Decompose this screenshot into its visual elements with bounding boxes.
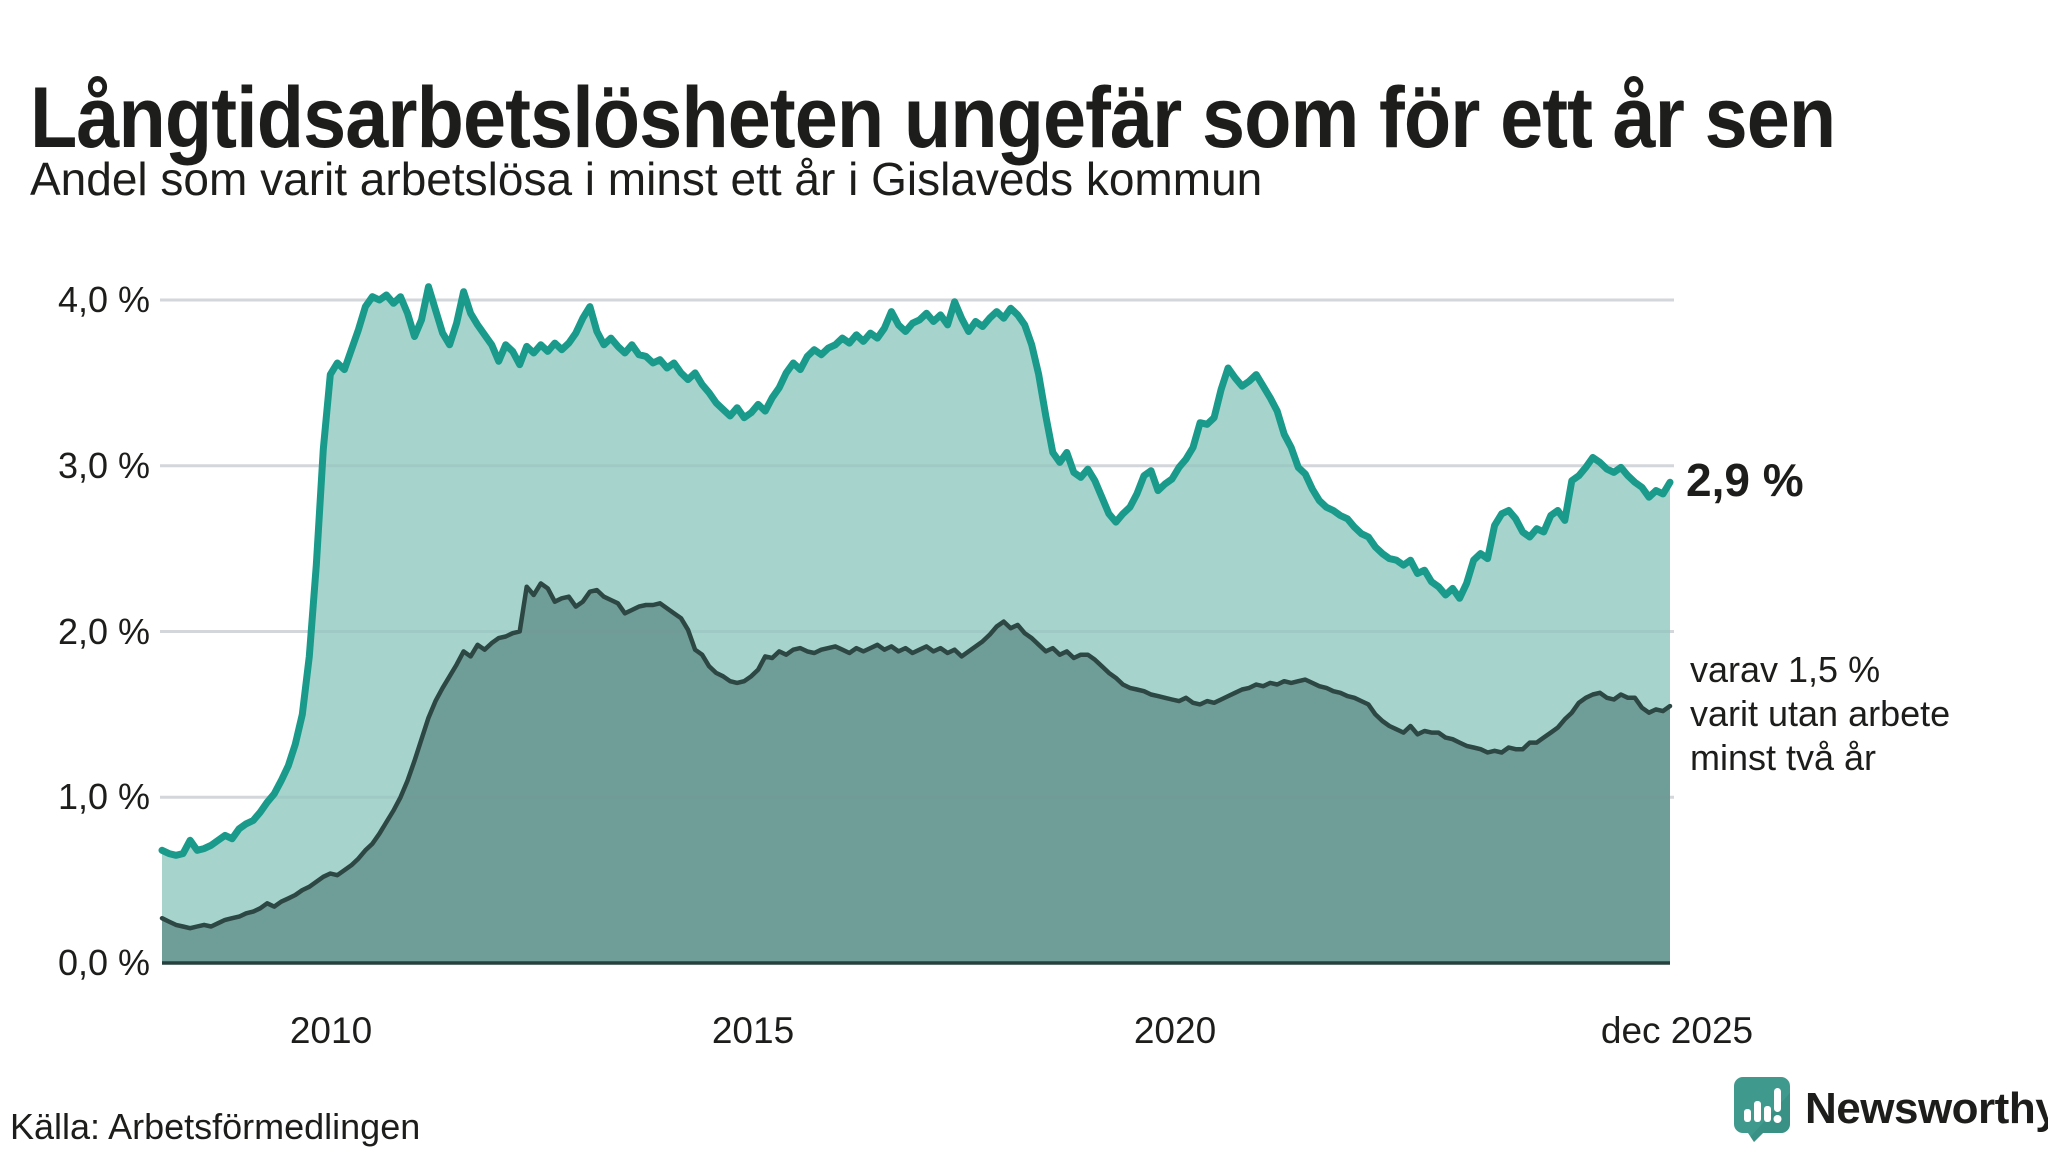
y-axis-tick-label: 4,0 % bbox=[57, 279, 150, 320]
newsworthy-bar-chart-icon bbox=[1734, 1077, 1790, 1142]
page-subtitle: Andel som varit arbetslösa i minst ett å… bbox=[30, 153, 1263, 205]
y-axis-tick-label: 0,0 % bbox=[57, 942, 150, 983]
x-axis-tick-label: dec 2025 bbox=[1600, 1010, 1754, 1051]
annotation-line: varit utan arbete bbox=[1690, 693, 1951, 734]
source-attribution: Källa: Arbetsförmedlingen bbox=[10, 1106, 421, 1147]
newsworthy-logo: Newsworthy bbox=[1733, 1074, 2048, 1144]
x-axis-tick-label: 2015 bbox=[711, 1010, 795, 1051]
y-axis-tick-label: 1,0 % bbox=[57, 776, 150, 817]
page-title: Långtidsarbetslösheten ungefär som för e… bbox=[30, 69, 1836, 166]
y-axis-tick-label: 3,0 % bbox=[57, 445, 150, 486]
series-end-value-label: 2,9 % bbox=[1686, 454, 1804, 506]
newsworthy-wordmark: Newsworthy bbox=[1805, 1084, 2048, 1133]
series-secondary-annotation: varav 1,5 % varit utan arbete minst två … bbox=[1690, 648, 1950, 780]
y-axis-tick-label: 2,0 % bbox=[57, 611, 150, 652]
x-axis-tick-label: 2020 bbox=[1133, 1010, 1217, 1051]
annotation-line: minst två år bbox=[1690, 737, 1877, 778]
x-axis-tick-label: 2010 bbox=[289, 1010, 373, 1051]
annotation-line: varav 1,5 % bbox=[1690, 649, 1881, 690]
